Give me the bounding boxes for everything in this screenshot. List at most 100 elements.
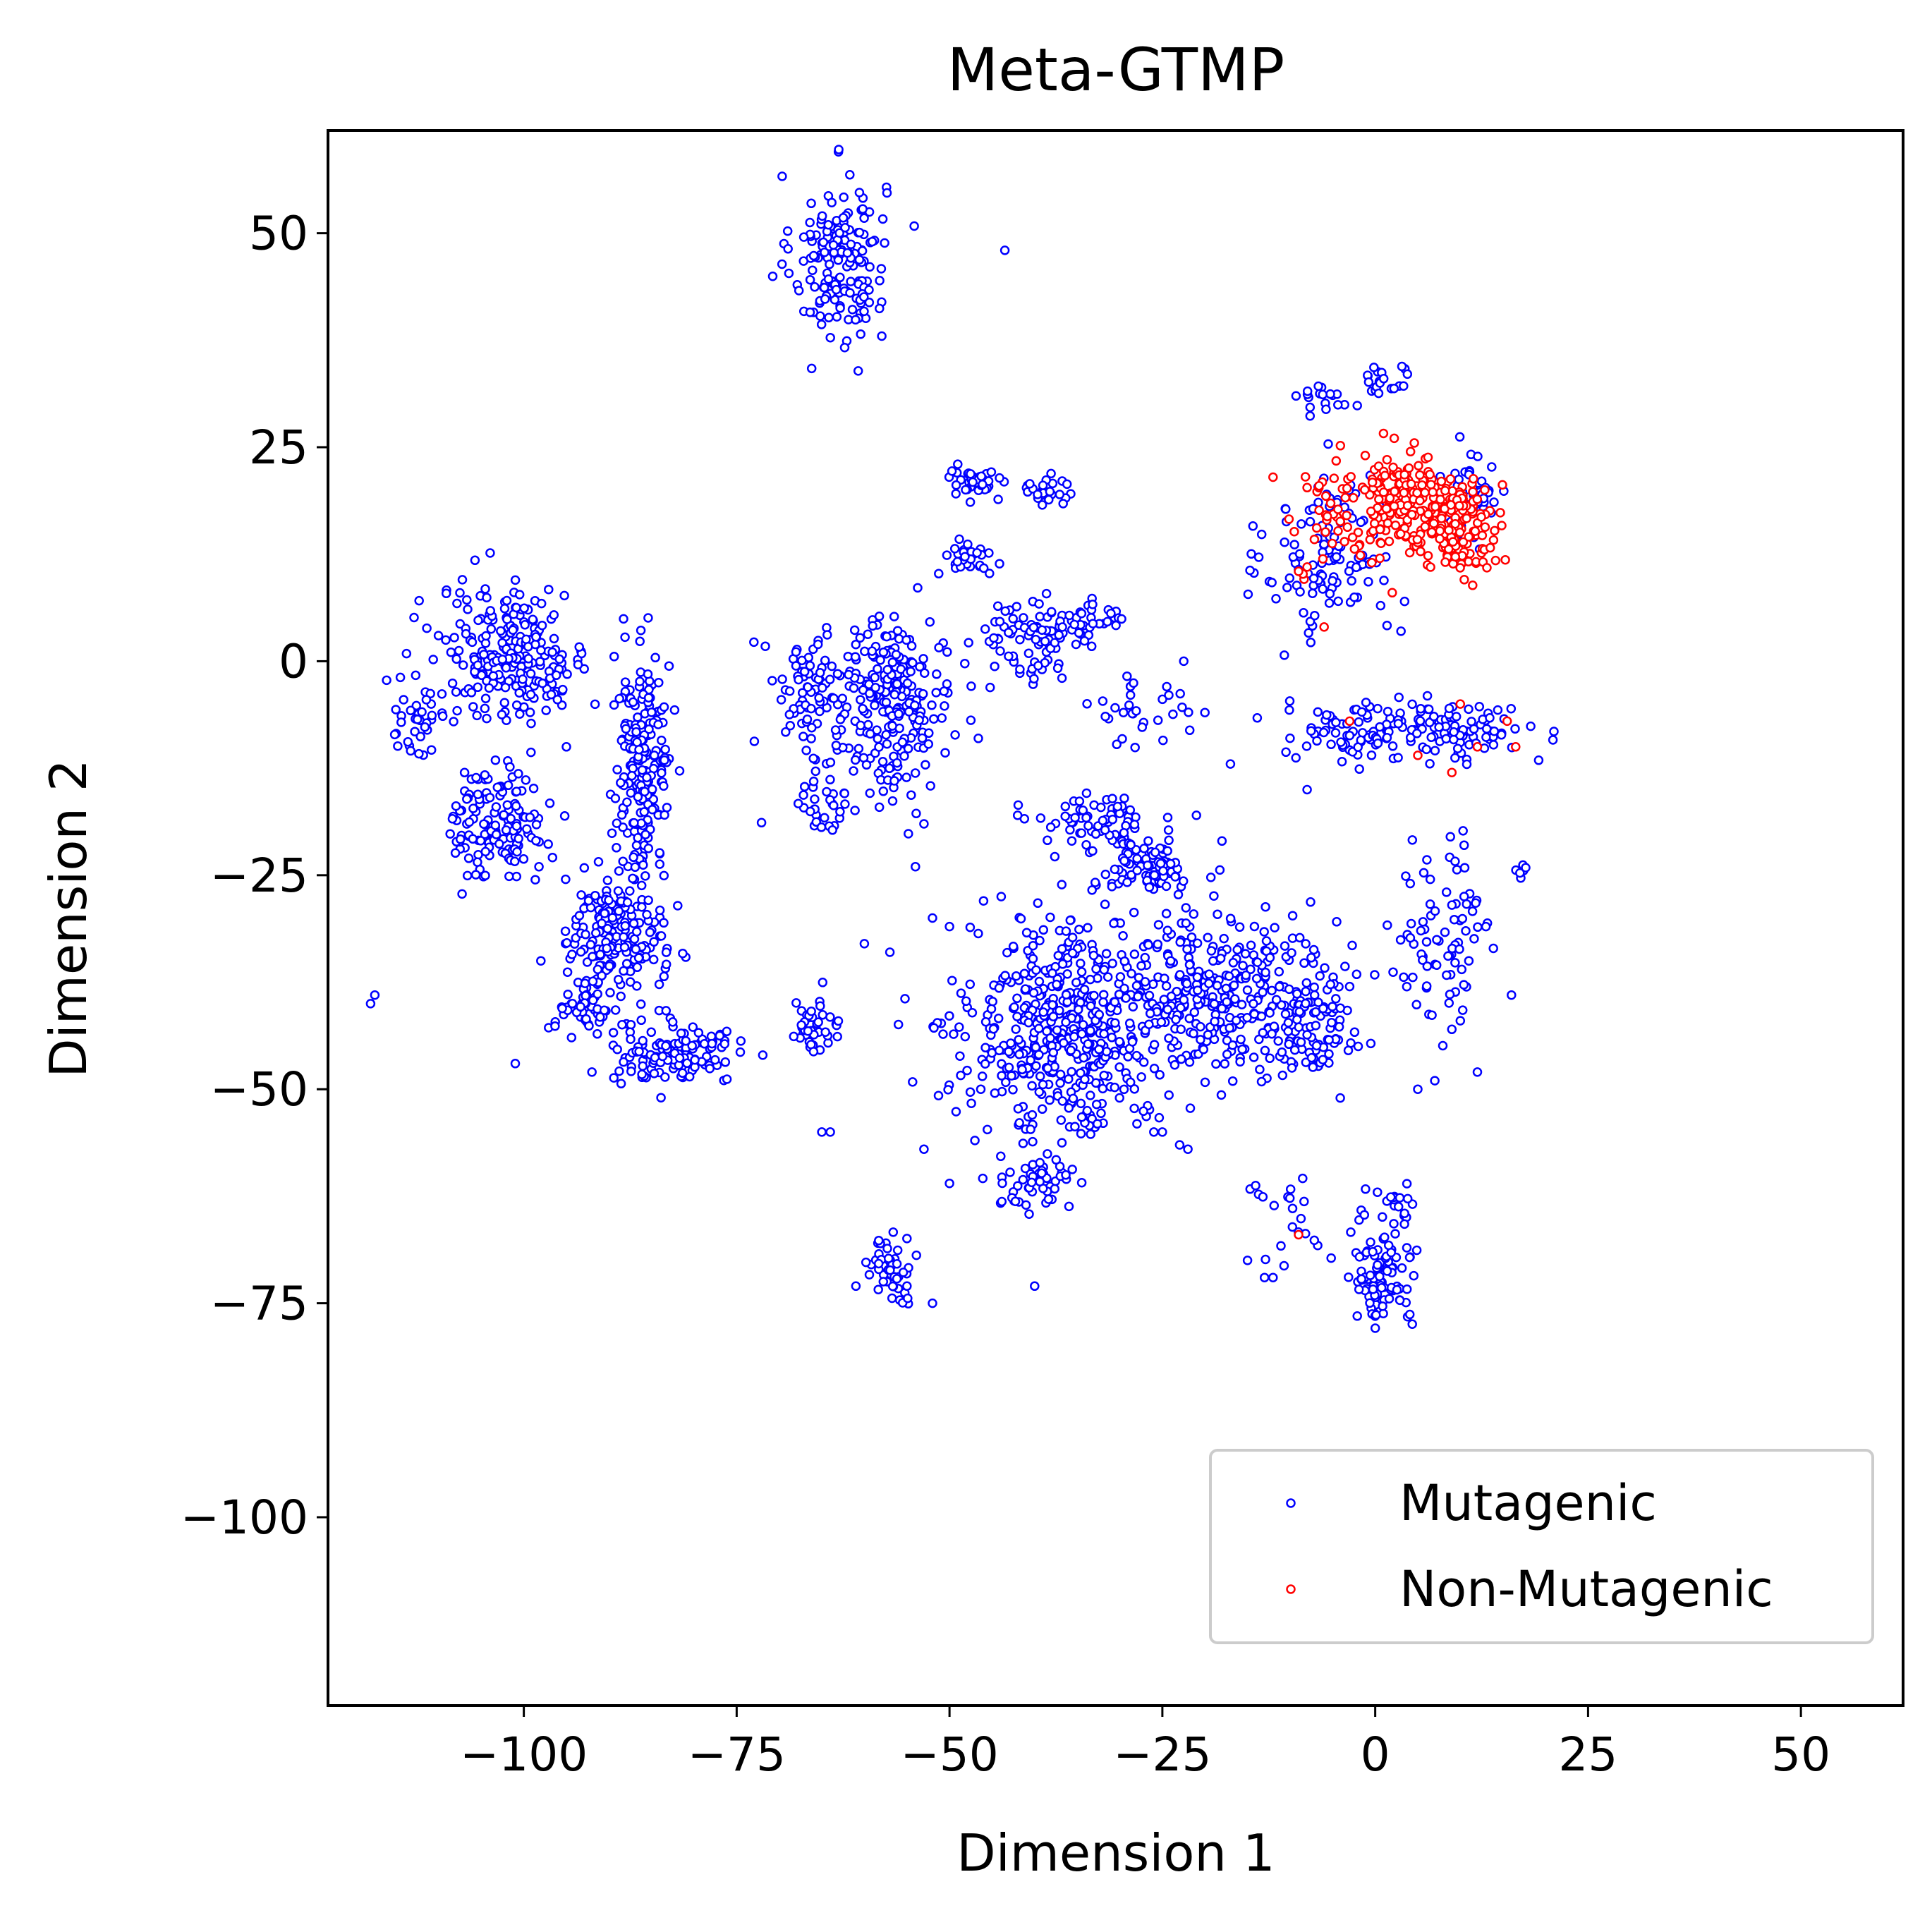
data-point [1162, 846, 1172, 856]
data-point [1450, 856, 1460, 866]
data-point [446, 648, 456, 657]
data-point [1100, 825, 1110, 835]
data-point [818, 1010, 828, 1020]
data-point [1106, 608, 1116, 619]
data-point [966, 681, 976, 691]
data-point [949, 544, 960, 554]
data-point [1300, 472, 1311, 482]
data-point [1045, 912, 1055, 923]
data-point [827, 661, 837, 672]
data-point [1099, 1070, 1109, 1081]
data-point [1327, 1017, 1337, 1028]
data-point [834, 228, 844, 238]
data-point [1083, 923, 1093, 933]
data-point [1284, 573, 1295, 583]
data-point [1081, 840, 1091, 850]
data-point [1370, 1323, 1380, 1333]
data-point [645, 927, 655, 937]
data-point [1447, 900, 1457, 910]
data-point [475, 836, 486, 846]
data-point [501, 663, 511, 673]
data-point [1380, 1232, 1390, 1242]
data-point [1289, 526, 1299, 537]
data-point [1313, 707, 1323, 717]
data-point [856, 329, 865, 339]
data-point [929, 714, 939, 724]
data-point [1500, 554, 1510, 565]
data-point [667, 1017, 678, 1027]
data-point [1450, 552, 1461, 562]
data-point [506, 813, 516, 824]
data-point [480, 703, 490, 714]
data-point [822, 786, 832, 797]
data-point [1119, 956, 1130, 966]
data-point [1083, 1039, 1093, 1049]
data-point [1406, 479, 1416, 489]
data-point [1490, 555, 1501, 566]
data-point [1469, 724, 1479, 734]
data-point [1451, 712, 1462, 722]
data-point [655, 848, 664, 858]
data-point [889, 612, 899, 621]
data-point [1099, 965, 1110, 975]
data-point [622, 897, 633, 908]
data-point [600, 909, 609, 918]
data-point [1481, 732, 1491, 742]
data-point [781, 727, 791, 737]
y-axis-label: Dimension 2 [39, 759, 98, 1077]
data-point [1404, 547, 1415, 558]
data-point [1162, 681, 1172, 692]
data-point [1176, 1003, 1186, 1013]
data-point [1238, 961, 1248, 971]
data-point [943, 1085, 953, 1095]
data-point [497, 710, 507, 719]
data-point [877, 757, 888, 767]
data-point [1140, 977, 1150, 987]
data-point [657, 735, 667, 746]
data-point [1200, 1077, 1210, 1088]
data-point [1256, 1011, 1267, 1021]
data-point [1335, 516, 1345, 527]
data-point [1012, 1011, 1022, 1021]
data-point [636, 625, 646, 636]
data-point [1442, 970, 1452, 980]
data-point [1423, 704, 1434, 715]
data-point [631, 944, 641, 954]
data-point [1004, 1062, 1014, 1073]
data-point [863, 719, 873, 730]
data-point [1024, 1209, 1034, 1219]
data-point [1423, 509, 1433, 519]
data-point [1132, 1119, 1142, 1129]
data-point [805, 217, 815, 228]
data-point [865, 729, 875, 739]
data-point [783, 244, 793, 254]
data-point [910, 768, 921, 778]
data-point [760, 641, 770, 651]
data-point [947, 976, 957, 985]
data-point [411, 670, 421, 681]
data-point [674, 1053, 685, 1063]
data-point [1076, 608, 1087, 619]
data-point [840, 223, 850, 233]
data-point [1375, 722, 1385, 732]
data-point [1412, 729, 1422, 739]
data-point [659, 918, 669, 928]
data-point [636, 880, 647, 891]
data-point [511, 786, 522, 796]
data-point [1052, 979, 1062, 990]
data-point [1399, 1219, 1409, 1229]
data-point [659, 971, 669, 982]
data-point [1060, 811, 1070, 821]
data-point [593, 1029, 602, 1039]
data-point [767, 676, 777, 686]
data-point [452, 598, 462, 609]
data-point [1211, 1059, 1221, 1069]
data-point [1098, 696, 1108, 706]
data-point [1144, 882, 1155, 892]
data-point [1002, 947, 1012, 958]
data-point [1383, 707, 1393, 717]
y-tick-label: 25 [249, 420, 308, 475]
data-point [1062, 479, 1072, 490]
data-point [1458, 826, 1468, 836]
data-point [1184, 959, 1195, 970]
